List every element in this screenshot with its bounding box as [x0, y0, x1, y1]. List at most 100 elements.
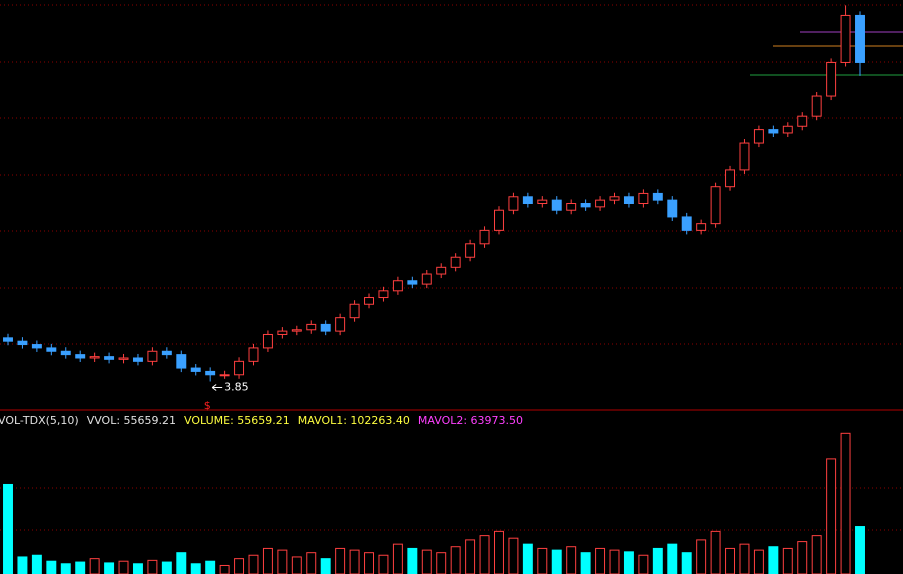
volume-bar — [811, 535, 822, 574]
candle-body — [118, 357, 129, 360]
volume-bar — [696, 539, 707, 574]
volume-bar — [60, 563, 71, 574]
volume-bar — [450, 546, 461, 574]
candle-body — [291, 329, 302, 332]
volume-bar — [320, 558, 331, 574]
candle-body — [190, 367, 201, 372]
candle-body — [3, 337, 13, 342]
volume-bar — [176, 552, 187, 574]
candle-body — [248, 347, 259, 362]
volume-bar — [623, 551, 634, 574]
candle-body — [421, 273, 432, 285]
volume-bar — [46, 560, 57, 574]
volume-bar — [840, 432, 851, 574]
candle-body — [580, 203, 591, 208]
candle-body — [465, 243, 476, 258]
candle-body — [595, 199, 606, 208]
volume-bar — [234, 558, 245, 574]
candle-body — [696, 223, 707, 231]
candle-body — [638, 192, 649, 205]
volume-bar — [378, 554, 389, 574]
volume-bar — [335, 547, 346, 574]
candle-body — [436, 266, 447, 275]
volume-bar — [522, 543, 533, 574]
candle-body — [494, 209, 504, 231]
candle-body — [797, 115, 808, 127]
volume-bar — [465, 539, 476, 574]
candle-body — [161, 350, 172, 356]
volume-bar — [104, 562, 115, 574]
volume-bar — [782, 547, 793, 574]
volume-bar — [725, 547, 736, 574]
candle-body — [681, 216, 692, 231]
candle-body — [609, 196, 620, 201]
candle-body — [17, 340, 28, 346]
candle-body — [508, 196, 519, 211]
volume-bar — [132, 563, 143, 574]
volume-bar — [652, 547, 663, 574]
volume-bar — [147, 559, 158, 574]
volume-bar — [161, 561, 172, 574]
candle-body — [753, 129, 764, 144]
volume-bar — [436, 552, 447, 574]
candle-body — [219, 374, 230, 377]
candle-body — [205, 370, 216, 376]
volume-header-item: MAVOL1: 102263.40 — [298, 414, 410, 427]
candle-body — [176, 354, 187, 369]
volume-bar — [826, 458, 837, 574]
candle-body — [349, 303, 360, 319]
candle-body — [277, 330, 288, 335]
candle-body — [768, 129, 779, 134]
volume-bar — [494, 530, 504, 574]
candle-body — [623, 196, 634, 205]
annotation: 3.85 — [224, 380, 249, 393]
candle-body — [75, 354, 86, 359]
volume-bar — [205, 560, 216, 574]
candle-body — [782, 125, 793, 134]
volume-bar — [291, 556, 302, 574]
volume-bar — [421, 549, 432, 574]
volume-header-item: VOL-TDX(5,10) — [0, 414, 79, 427]
candle-body — [147, 350, 158, 362]
volume-bar — [638, 554, 649, 574]
candle-body — [710, 186, 721, 225]
volume-bar — [118, 560, 129, 574]
candle-body — [104, 356, 115, 360]
candle-body — [46, 347, 57, 352]
candle-body — [725, 169, 736, 188]
volume-bar — [580, 552, 591, 574]
volume-bar — [609, 549, 620, 574]
volume-bar — [566, 546, 577, 574]
volume-bar — [768, 546, 779, 574]
volume-bar — [75, 561, 86, 574]
grid — [0, 4, 903, 531]
candle-body — [652, 192, 663, 201]
candle-body — [335, 317, 346, 332]
volume-bar — [262, 547, 273, 574]
volume-bar — [595, 547, 606, 574]
candle-body — [262, 333, 273, 349]
volume-bar — [392, 543, 403, 574]
candle-body — [739, 142, 750, 171]
volume-bar — [551, 549, 562, 574]
candle-body — [60, 350, 71, 356]
volume-bar — [753, 549, 764, 574]
candle-body — [855, 14, 865, 63]
volume-bar — [710, 530, 721, 574]
candle-body — [479, 229, 490, 245]
candle-body — [320, 323, 331, 332]
candle-body — [306, 323, 317, 331]
candle-body — [234, 360, 245, 376]
volume-bar — [508, 537, 519, 574]
volume-bar — [17, 556, 28, 574]
volume-header-item: MAVOL2: 63973.50 — [418, 414, 523, 427]
annotation-arrow — [211, 384, 217, 391]
volume-bar — [537, 547, 548, 574]
candle-body — [840, 14, 851, 63]
candle-body — [811, 95, 822, 117]
volume-header: VOL-TDX(5,10) VVOL: 55659.21 VOLUME: 55659… — [0, 414, 523, 427]
candle-body — [407, 280, 418, 285]
volume-bar — [31, 554, 42, 574]
